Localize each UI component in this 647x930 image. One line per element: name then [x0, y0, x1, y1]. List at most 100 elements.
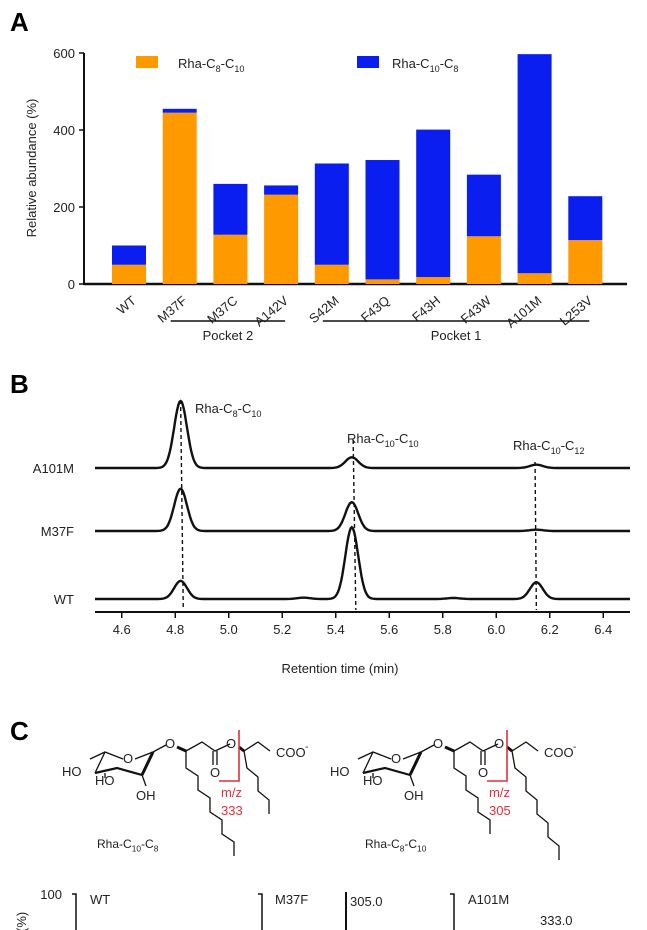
bond [453, 751, 491, 834]
x-tick-label: 4.8 [166, 622, 184, 637]
bond [238, 745, 245, 753]
x-tick-label: L253V [557, 293, 596, 329]
x-tick-label: 5.8 [434, 622, 452, 637]
subscript: 8 [216, 64, 221, 74]
subscript: 10 [408, 439, 418, 449]
x-tick-label: 6.2 [541, 622, 559, 637]
atom-coo: COO [276, 745, 306, 760]
peak-mz-label: 305.0 [350, 894, 383, 909]
mz-value: 305 [489, 803, 511, 818]
bond [152, 744, 167, 753]
structure-name: Rha-C8-C10 [365, 837, 427, 854]
x-tick-label: 5.4 [327, 622, 345, 637]
subscript: 8 [154, 844, 159, 854]
label-part: -C [395, 431, 409, 446]
mz-label: m/z [489, 785, 510, 800]
subscript: 8 [233, 409, 238, 419]
bar-S42M-series-1 [314, 163, 349, 265]
label-part: -C [404, 837, 417, 851]
bar-F43H-series-1 [416, 129, 451, 278]
structure-name: Rha-C10-C8 [97, 837, 159, 854]
subscript: 10 [385, 439, 395, 449]
peak-guide-line [352, 439, 357, 611]
label-part: Rha-C [392, 56, 430, 71]
bond [408, 751, 423, 776]
bar-F43H-series-0 [416, 277, 451, 284]
charge: - [573, 742, 576, 753]
bond [185, 741, 231, 752]
atom-ho2: HO [363, 773, 383, 788]
panel-label-b: B [10, 369, 29, 399]
bond [89, 751, 124, 760]
bond [506, 745, 513, 753]
trace-label: A101M [33, 461, 74, 476]
atom-o_gly: O [165, 736, 175, 751]
bond [444, 745, 455, 753]
x-tick-label: F43H [409, 293, 443, 325]
bond [409, 774, 415, 787]
peak-label: Rha-C10-C12 [513, 438, 585, 456]
atom-coo: COO [544, 745, 574, 760]
bond [94, 751, 106, 774]
bar-A142V-series-1 [264, 185, 299, 195]
atom-o_ring: O [123, 751, 133, 766]
atom-o_ester: O [226, 736, 236, 751]
bond [511, 741, 539, 752]
group-label: Pocket 2 [203, 328, 254, 343]
trace-M37F [95, 487, 630, 533]
bond [94, 766, 143, 777]
legend-swatch-orange [136, 56, 158, 68]
label-part: Rha-C [365, 837, 400, 851]
bar-M37C-series-1 [213, 183, 248, 235]
bond [140, 751, 155, 776]
spectrum-label: M37F [275, 892, 308, 907]
atom-oh: OH [136, 788, 156, 803]
x-tick-label: 5.2 [273, 622, 291, 637]
y-tick-label: 0 [68, 277, 75, 292]
bar-M37F-series-0 [162, 112, 197, 284]
x-tick-label: A101M [503, 293, 544, 331]
bar-A142V-series-0 [264, 194, 299, 284]
subscript: 10 [251, 409, 261, 419]
bar-F43Q-series-1 [365, 160, 400, 280]
subscript: 8 [453, 64, 458, 74]
y-tick-label: 100 [40, 887, 62, 902]
peak-mz-label: 333.0 [540, 913, 573, 928]
bond [362, 751, 374, 774]
spectrum-axis [450, 893, 455, 930]
bond [134, 751, 154, 760]
bond [357, 751, 392, 760]
bar-A101M-series-1 [517, 54, 552, 274]
peak-label: Rha-C8-C10 [195, 401, 261, 419]
bar-F43Q-series-0 [365, 279, 400, 284]
spectrum-label: A101M [468, 892, 509, 907]
spectrum-axis [258, 893, 263, 930]
subscript: 10 [132, 844, 142, 854]
bond [243, 750, 270, 814]
legend-swatch-blue [357, 56, 379, 68]
legend-label: Rha-C10-C8 [392, 56, 458, 74]
label-part: -C [561, 438, 575, 453]
x-tick-label: 6.0 [487, 622, 505, 637]
group-label: Pocket 1 [431, 328, 482, 343]
y-tick-label: 600 [53, 46, 75, 61]
trace-A101M [95, 399, 630, 470]
panel-label-c: C [10, 716, 29, 746]
mz-label: m/z [221, 785, 242, 800]
bar-M37F-series-1 [162, 108, 197, 113]
label-part: Rha-C [195, 401, 233, 416]
bond [402, 751, 422, 760]
subscript: 10 [430, 64, 440, 74]
atom-o_carb: O [478, 765, 488, 780]
x-tick-label: 5.0 [220, 622, 238, 637]
bond [176, 745, 187, 753]
bond [453, 741, 499, 752]
atom-ho1: HO [62, 764, 82, 779]
legend-label: Rha-C8-C10 [178, 56, 244, 74]
bar-F43W-series-1 [466, 174, 501, 237]
charge: - [305, 742, 308, 753]
bond [362, 766, 411, 777]
